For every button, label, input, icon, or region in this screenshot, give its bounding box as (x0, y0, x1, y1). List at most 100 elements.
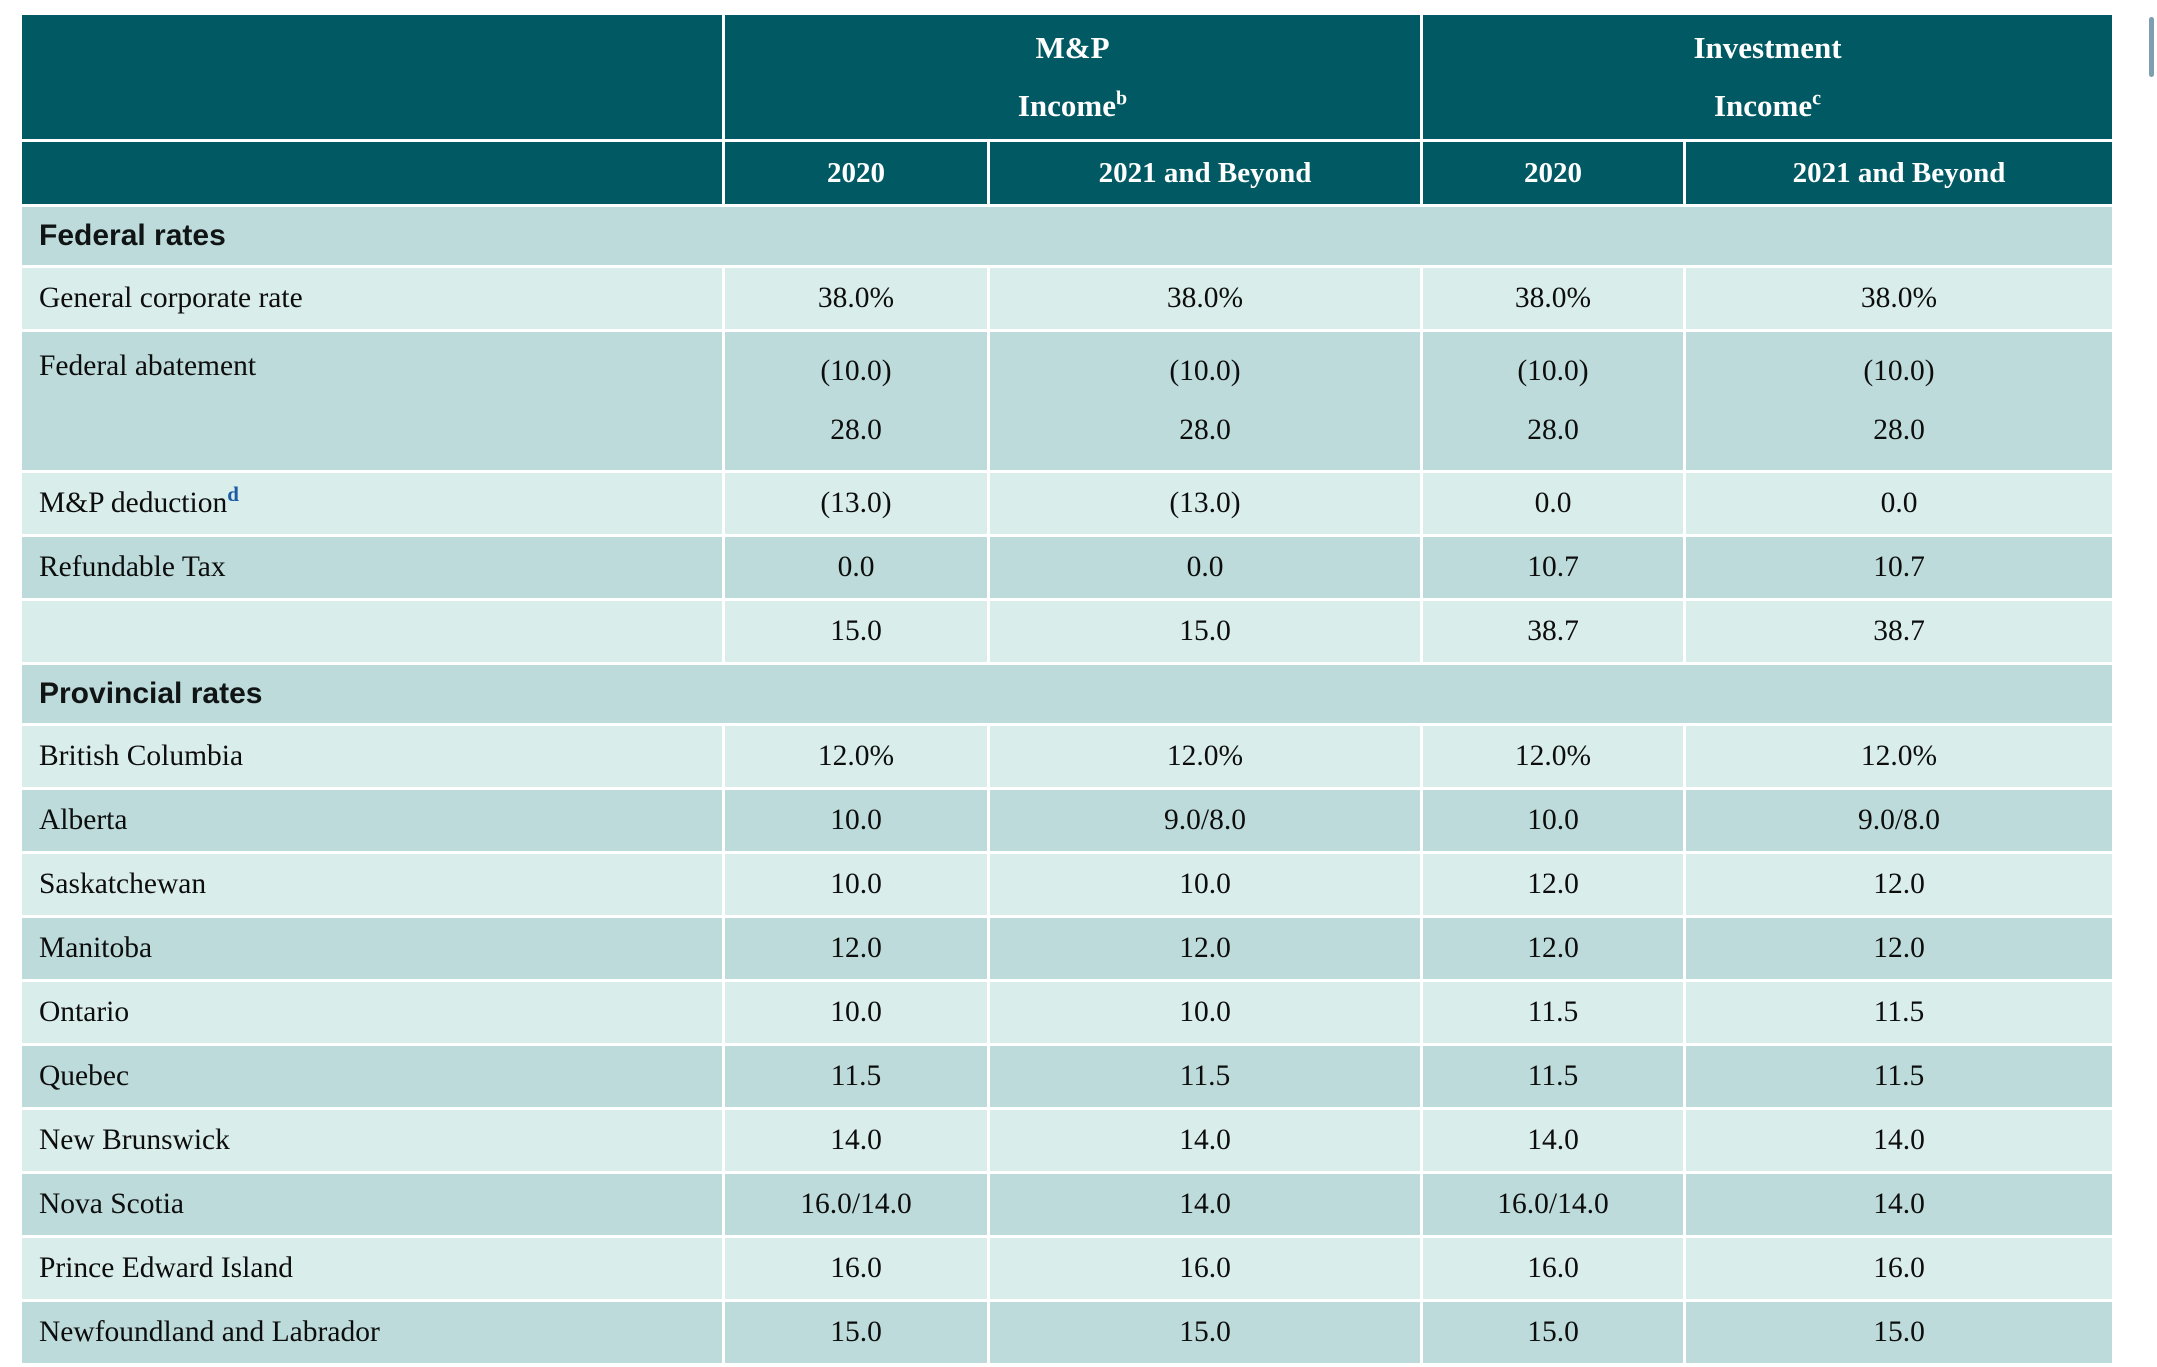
group-title-text: Income (1017, 88, 1117, 123)
value-cell: 0.0 (1423, 473, 1683, 534)
value-cell: 10.0 (990, 854, 1420, 915)
row-label: Federal abatement (22, 332, 722, 470)
row-label: Refundable Tax (22, 537, 722, 598)
column-header-mp-2021-beyond: 2021 and Beyond (990, 142, 1420, 204)
value-cell: 38.0% (725, 268, 987, 329)
group-title-line2: Incomec (1423, 77, 2112, 135)
footnote-b-ref: b (1116, 87, 1128, 110)
row-label: Saskatchewan (22, 854, 722, 915)
value-cell: 16.0 (1423, 1238, 1683, 1299)
table-row: Ontario 10.0 10.0 11.5 11.5 (22, 982, 2113, 1043)
value-cell: 38.0% (1423, 268, 1683, 329)
value-cell: 15.0 (990, 601, 1420, 662)
header-group-row: M&P Incomeb Investment Incomec (22, 15, 2113, 139)
value-cell: 10.0 (990, 982, 1420, 1043)
scrollbar-thumb[interactable] (2149, 17, 2154, 77)
column-header-inv-2021-beyond: 2021 and Beyond (1686, 142, 2113, 204)
value-cell: 10.0 (725, 790, 987, 851)
value-cell: 38.7 (1423, 601, 1683, 662)
value-cell: (10.0) 28.0 (725, 332, 987, 470)
value-cell: 12.0% (1423, 726, 1683, 787)
table-row: Saskatchewan 10.0 10.0 12.0 12.0 (22, 854, 2113, 915)
value-cell: 38.7 (1686, 601, 2113, 662)
value-cell: 14.0 (1686, 1174, 2113, 1235)
value-cell: 15.0 (990, 1302, 1420, 1363)
value-cell: 14.0 (1686, 1110, 2113, 1171)
table-row: New Brunswick 14.0 14.0 14.0 14.0 (22, 1110, 2113, 1171)
value-cell: 15.0 (1423, 1302, 1683, 1363)
value-cell: 16.0/14.0 (725, 1174, 987, 1235)
value-cell: 14.0 (1423, 1110, 1683, 1171)
table-row: Newfoundland and Labrador 15.0 15.0 15.0… (22, 1302, 2113, 1363)
value-cell: 14.0 (990, 1174, 1420, 1235)
header-year-row: 2020 2021 and Beyond 2020 2021 and Beyon… (22, 142, 2113, 204)
corner-cell (22, 15, 722, 139)
row-label: Nova Scotia (22, 1174, 722, 1235)
table-row-total: 15.0 15.0 38.7 38.7 (22, 601, 2113, 662)
row-label (22, 601, 722, 662)
value-cell: 16.0 (990, 1238, 1420, 1299)
section-row: Provincial rates (22, 665, 2113, 723)
row-label: British Columbia (22, 726, 722, 787)
value-cell: 11.5 (1423, 982, 1683, 1043)
value-cell: 16.0 (1686, 1238, 2113, 1299)
table-row: Refundable Tax 0.0 0.0 10.7 10.7 (22, 537, 2113, 598)
value-cell: 10.0 (1423, 790, 1683, 851)
table-row: Quebec 11.5 11.5 11.5 11.5 (22, 1046, 2113, 1107)
tax-rates-table: M&P Incomeb Investment Incomec 2020 2021… (19, 12, 2115, 1366)
group-title-line2: Incomeb (725, 77, 1420, 135)
footnote-c-ref: c (1812, 87, 1822, 110)
table-row: Federal abatement (10.0) 28.0 (10.0) 28.… (22, 332, 2113, 470)
value-cell: 9.0/8.0 (1686, 790, 2113, 851)
value-cell: 0.0 (990, 537, 1420, 598)
table-row: Nova Scotia 16.0/14.0 14.0 16.0/14.0 14.… (22, 1174, 2113, 1235)
table-row: Prince Edward Island 16.0 16.0 16.0 16.0 (22, 1238, 2113, 1299)
value-cell: 14.0 (990, 1110, 1420, 1171)
section-title-federal: Federal rates (22, 207, 2113, 265)
value-cell: 12.0 (1686, 854, 2113, 915)
row-label: M&P deductiond (22, 473, 722, 534)
value-cell: 38.0% (990, 268, 1420, 329)
row-label: General corporate rate (22, 268, 722, 329)
row-label: Manitoba (22, 918, 722, 979)
value-cell: 11.5 (1423, 1046, 1683, 1107)
value-cell: 11.5 (990, 1046, 1420, 1107)
table-row: British Columbia 12.0% 12.0% 12.0% 12.0% (22, 726, 2113, 787)
value-cell: 12.0% (725, 726, 987, 787)
value-cell: 10.7 (1686, 537, 2113, 598)
row-label: Alberta (22, 790, 722, 851)
value-cell: 12.0 (725, 918, 987, 979)
value-cell: 15.0 (725, 1302, 987, 1363)
value-cell: 0.0 (725, 537, 987, 598)
value-cell: 16.0/14.0 (1423, 1174, 1683, 1235)
value-cell: 11.5 (1686, 1046, 2113, 1107)
table-row: General corporate rate 38.0% 38.0% 38.0%… (22, 268, 2113, 329)
value-cell: 38.0% (1686, 268, 2113, 329)
row-label: Quebec (22, 1046, 722, 1107)
value-cell: (10.0) 28.0 (1686, 332, 2113, 470)
value-cell: (13.0) (990, 473, 1420, 534)
value-cell: 12.0 (1686, 918, 2113, 979)
group-title-line1: M&P (1035, 30, 1110, 65)
row-label: Ontario (22, 982, 722, 1043)
section-row: Federal rates (22, 207, 2113, 265)
value-cell: 9.0/8.0 (990, 790, 1420, 851)
group-header-investment-income: Investment Incomec (1423, 15, 2113, 139)
value-cell: 14.0 (725, 1110, 987, 1171)
corner-cell (22, 142, 722, 204)
value-cell: 15.0 (725, 601, 987, 662)
value-cell: 11.5 (725, 1046, 987, 1107)
footnote-d-link[interactable]: d (227, 482, 239, 507)
value-cell: (10.0) 28.0 (990, 332, 1420, 470)
value-cell: 11.5 (1686, 982, 2113, 1043)
row-label: Prince Edward Island (22, 1238, 722, 1299)
value-cell: (13.0) (725, 473, 987, 534)
group-header-mp-income: M&P Incomeb (725, 15, 1420, 139)
value-cell: 15.0 (1686, 1302, 2113, 1363)
value-cell: 12.0% (1686, 726, 2113, 787)
row-label: New Brunswick (22, 1110, 722, 1171)
value-cell: 12.0 (990, 918, 1420, 979)
column-header-inv-2020: 2020 (1423, 142, 1683, 204)
table-row: Manitoba 12.0 12.0 12.0 12.0 (22, 918, 2113, 979)
group-title-text: Income (1713, 88, 1813, 123)
